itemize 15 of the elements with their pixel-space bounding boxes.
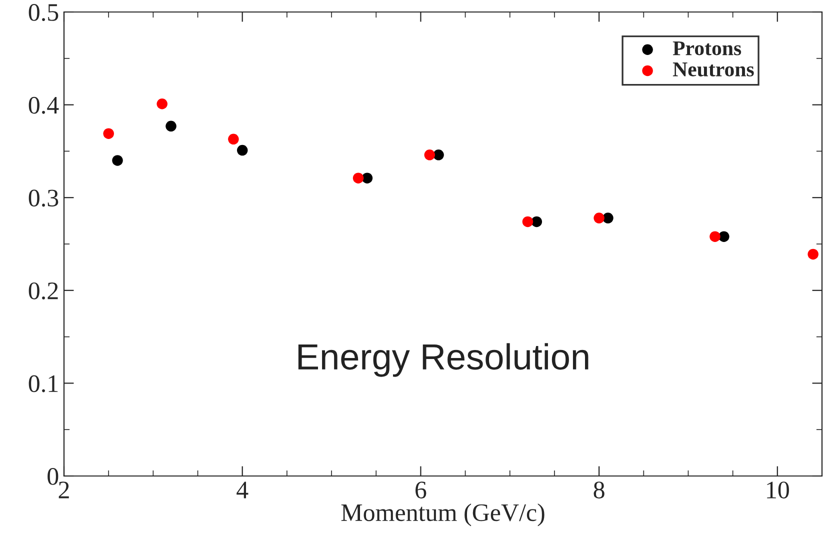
y-tick-label: 0.3: [28, 190, 58, 207]
x-tick-label: 10: [767, 482, 789, 498]
x-tick-label: 4: [236, 482, 248, 498]
legend-label: Neutrons: [672, 62, 754, 76]
legend-label: Protons: [672, 41, 742, 56]
y-tick-label: 0.5: [28, 4, 58, 22]
y-tick-label: 0.2: [28, 282, 58, 300]
x-tick-label: 6: [416, 482, 426, 498]
y-tick-label: 0: [48, 468, 58, 485]
x-tick-label: 8: [594, 482, 604, 498]
x-axis-title: Momentum (GeV/c): [341, 504, 544, 526]
y-tick-label: 0.1: [28, 375, 58, 392]
annotation: Energy Resolution: [298, 343, 588, 377]
x-tick-label: 2: [58, 482, 69, 498]
y-tick-label: 0.4: [28, 96, 59, 114]
